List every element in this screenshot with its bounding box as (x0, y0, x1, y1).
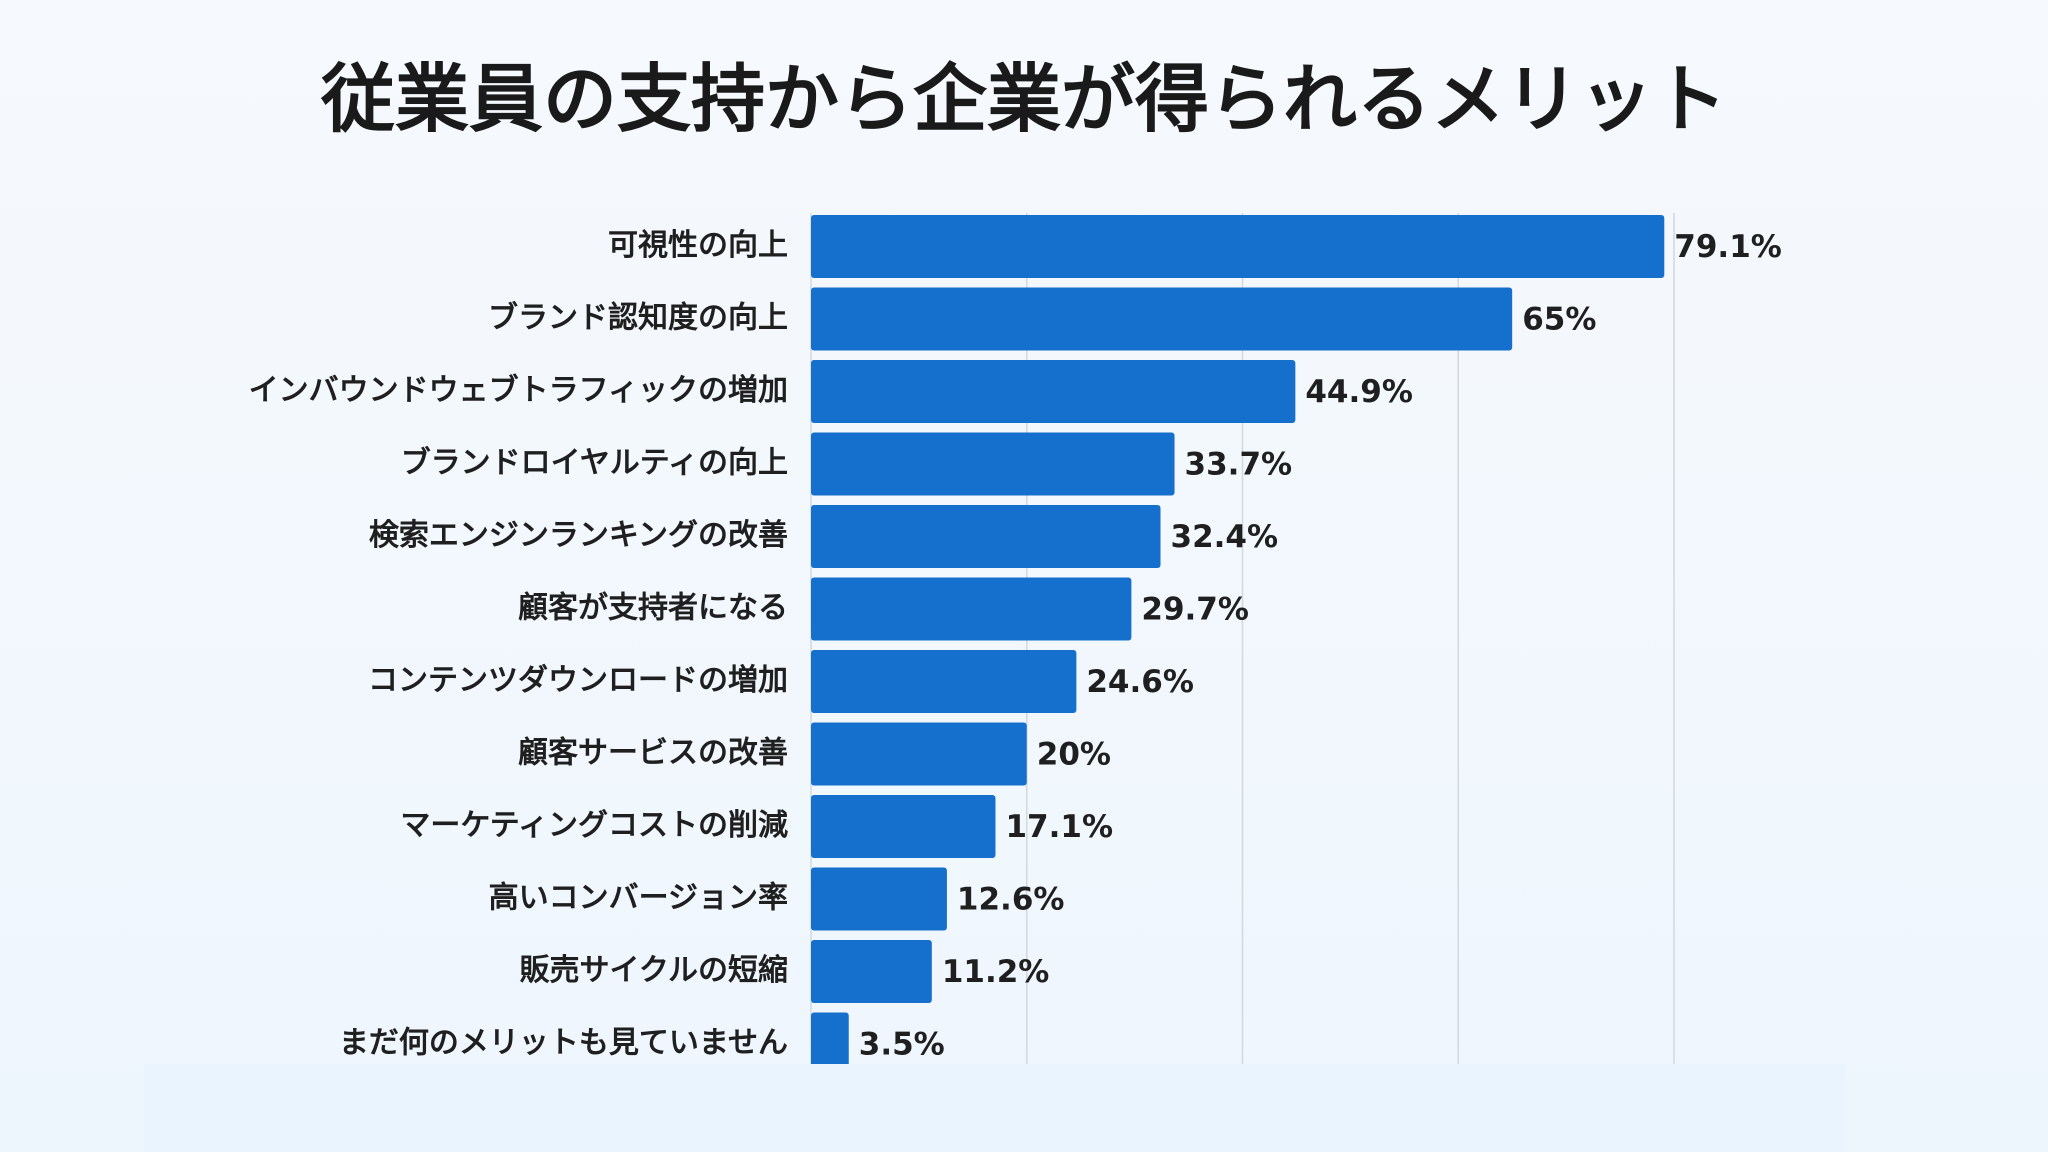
bar (811, 287, 1513, 351)
value-label: 32.4% (1171, 519, 1279, 555)
value-label: 29.7% (1141, 592, 1249, 628)
value-label: 44.9% (1305, 374, 1413, 410)
chart-title: 従業員の支持から企業が得られるメリット (320, 57, 1727, 143)
value-label: 24.6% (1086, 664, 1194, 700)
bar (811, 940, 932, 1003)
value-label: 20% (1037, 737, 1111, 773)
bar (811, 215, 1665, 278)
y-tick-label: 顧客が支持者になる (518, 591, 788, 626)
bar (811, 722, 1027, 786)
y-tick-label: ブランド認知度の向上 (488, 301, 788, 336)
value-label: 12.6% (957, 882, 1065, 918)
bar (811, 867, 947, 931)
grid (810, 213, 1675, 1064)
y-tick-label: 販売サイクルの短縮 (520, 953, 789, 988)
y-tick-label: まだ何のメリットも見ていません (339, 1026, 788, 1061)
y-tick-label: コンテンツダウンロードの増加 (368, 663, 788, 698)
value-label: 11.2% (942, 954, 1050, 990)
bottom-panel (144, 1064, 1845, 1152)
bars: 可視性の向上 79.1% ブランド認知度の向上 65% インバウンドウェブトラフィックの… (249, 215, 1782, 1076)
bar (811, 795, 996, 858)
value-label: 17.1% (1005, 809, 1113, 845)
value-label: 33.7% (1185, 447, 1293, 483)
y-tick-label: 検索エンジンランキングの改善 (369, 518, 788, 553)
value-label: 65% (1522, 302, 1596, 338)
bar (811, 577, 1132, 641)
bar (811, 650, 1077, 713)
bar (811, 1012, 849, 1076)
bar (811, 432, 1175, 496)
y-tick-label: 高いコンバージョン率 (489, 881, 788, 916)
y-tick-label: インバウンドウェブトラフィックの増加 (249, 373, 788, 408)
value-label: 79.1% (1674, 229, 1782, 265)
y-tick-label: 可視性の向上 (608, 228, 788, 263)
value-label: 3.5% (859, 1027, 945, 1063)
y-tick-label: マーケティングコストの削減 (400, 808, 788, 843)
bar (811, 360, 1296, 423)
y-tick-label: 顧客サービスの改善 (518, 736, 788, 771)
y-tick-label: ブランドロイヤルティの向上 (401, 446, 788, 481)
bar (811, 505, 1161, 568)
